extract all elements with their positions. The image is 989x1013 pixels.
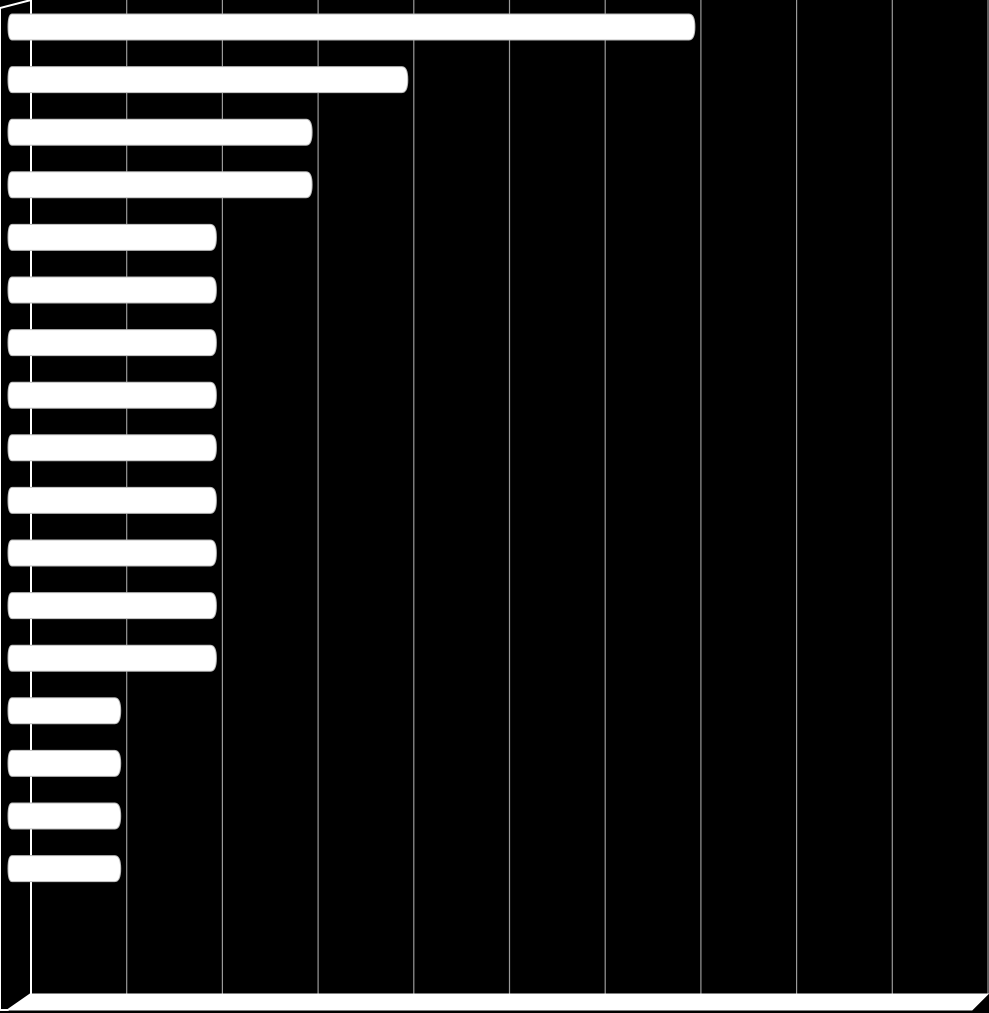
bar: [7, 13, 696, 41]
bar: [7, 539, 217, 567]
bar: [7, 118, 313, 146]
bar: [7, 329, 217, 357]
bar: [7, 276, 217, 304]
bars: [7, 13, 696, 883]
bar: [7, 486, 217, 514]
bar: [7, 381, 217, 409]
bar: [7, 855, 122, 883]
bar: [7, 644, 217, 672]
bar: [7, 802, 122, 830]
bar: [7, 223, 217, 251]
bar: [7, 592, 217, 620]
bar: [7, 66, 409, 94]
floor: [6, 993, 989, 1011]
bar: [7, 171, 313, 199]
bar: [7, 434, 217, 462]
bar: [7, 749, 122, 777]
bar: [7, 697, 122, 725]
